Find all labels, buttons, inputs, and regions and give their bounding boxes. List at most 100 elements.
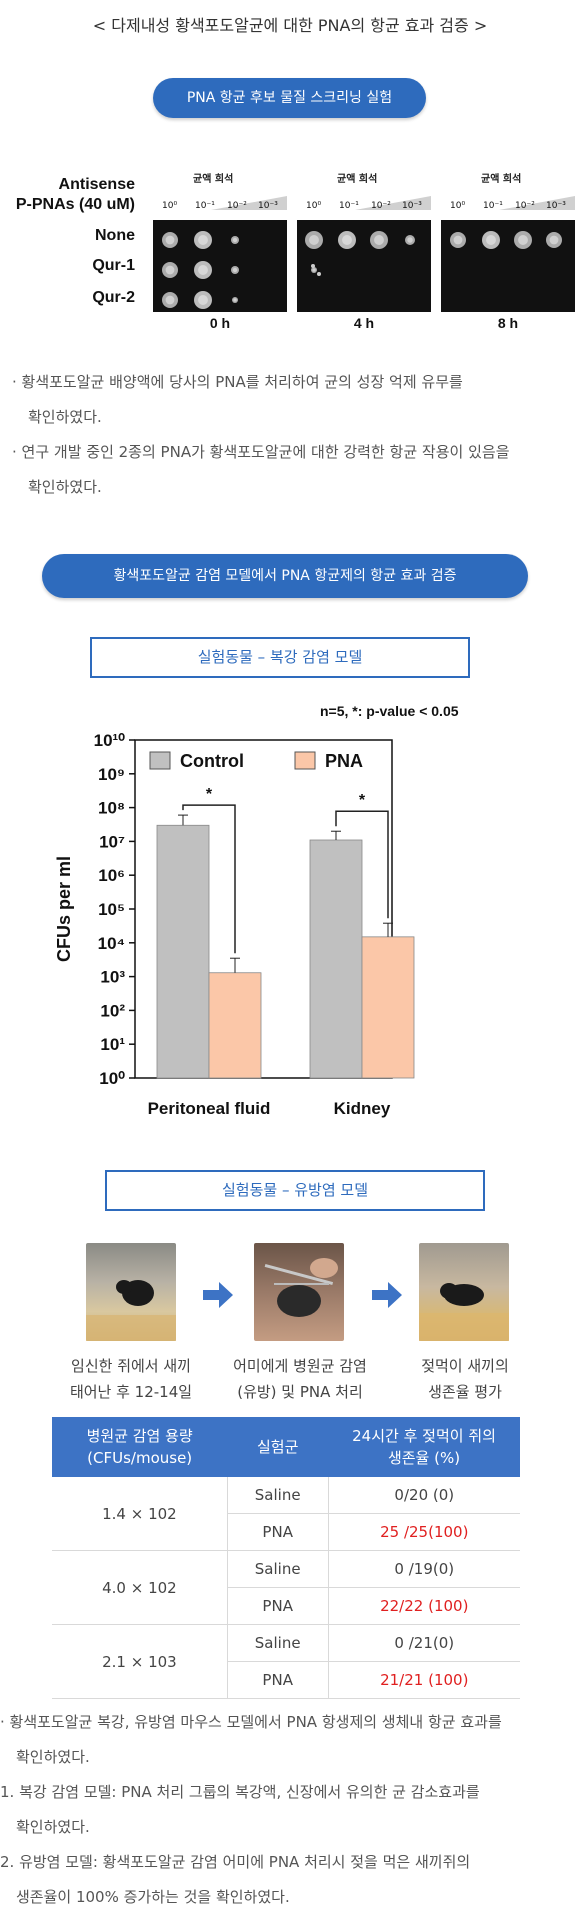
- step-caption: 젖먹이 새끼의 생존율 평가: [421, 1357, 509, 1401]
- dilution-label: 균액 희석: [481, 172, 521, 185]
- group-cell: Saline: [227, 1477, 329, 1514]
- legend-swatch: [149, 751, 171, 770]
- mastitis-model-title: 실험동물 – 유방염 모델: [105, 1170, 485, 1211]
- x-category-label: Kidney: [334, 1099, 391, 1118]
- colony-spot: [198, 295, 208, 305]
- colony-spot: [518, 235, 528, 245]
- colony-spot: [165, 235, 175, 245]
- colony-spot: [312, 268, 316, 272]
- y-tick-label: 10³: [100, 968, 125, 987]
- y-tick-label: 10¹⁰: [94, 731, 126, 750]
- dilution-tick: 10⁻³: [258, 201, 278, 211]
- colony-spot: [549, 235, 559, 245]
- dose-cell: 1.4 × 102: [52, 1477, 228, 1551]
- bar-control: [309, 839, 363, 1079]
- table-row: PNA 22/22 (100): [52, 1587, 520, 1625]
- colony-spot: [311, 264, 315, 268]
- colony-spot: [374, 235, 384, 245]
- x-category-label: Peritoneal fluid: [148, 1099, 271, 1118]
- dilution-tick: 10⁻²: [515, 201, 535, 211]
- stat-note: n=5, *: p-value < 0.05: [320, 703, 459, 719]
- abdominal-model-title: 실험동물 – 복강 감염 모델: [90, 637, 470, 678]
- y-tick-label: 10⁷: [99, 832, 125, 851]
- survival-cell: 21/21 (100): [328, 1661, 520, 1699]
- cfu-bar-chart: 10⁰ 10¹ 10² 10³ 10⁴ 10⁵ 10⁶ 10⁷ 10⁸ 10⁹ 10¹⁰ CFUs p…: [54, 731, 415, 1118]
- table-row: 4.0 × 102 Saline 0 /19(0): [52, 1550, 520, 1625]
- row-label-none: None: [95, 227, 135, 244]
- bullet-line: 확인하였다.: [28, 478, 102, 496]
- survival-cell: 0 /21(0): [328, 1624, 520, 1662]
- y-tick-label: 10²: [100, 1001, 125, 1020]
- bullet-line: · 황색포도알균 배양액에 당사의 PNA를 처리하여 균의 성장 억제 유무를: [12, 373, 463, 391]
- group-cell: PNA: [227, 1587, 329, 1625]
- y-tick-label: 10⁶: [98, 866, 125, 885]
- table-row: 2.1 × 103 Saline 0 /21(0): [52, 1624, 520, 1699]
- group-cell: Saline: [227, 1550, 329, 1588]
- timepoint-label: 8 h: [498, 315, 518, 331]
- infection-model-pill: 황색포도알균 감염 모델에서 PNA 항균제의 항균 효과 검증: [42, 554, 528, 598]
- colony-spot: [232, 267, 238, 273]
- dilution-tick: 10⁻¹: [195, 201, 215, 211]
- spot-plates-figure: 균액 희석 10⁰ 10⁻¹ 10⁻² 10⁻³ 0 h 균액 희석 10⁰ 10⁻¹ 10⁻² 1…: [153, 172, 575, 331]
- dilution-tick: 10⁻¹: [339, 201, 359, 211]
- bullet-line: · 황색포도알균 복강, 유방염 마우스 모델에서 PNA 항생제의 생체내 항…: [0, 1713, 502, 1731]
- photo-pregnant-mouse: [86, 1243, 176, 1341]
- dilution-tick: 10⁻¹: [483, 201, 503, 211]
- step-caption: 어미에게 병원균 감염 (유방) 및 PNA 처리: [233, 1357, 367, 1401]
- colony-spot: [232, 237, 238, 243]
- dilution-label: 균액 희석: [193, 172, 233, 185]
- colony-spot: [342, 235, 352, 245]
- antisense-label: Antisense P-PNAs (40 uM): [15, 176, 135, 213]
- dilution-wedge-icon: [355, 196, 431, 210]
- survival-cell: 0/20 (0): [328, 1477, 520, 1514]
- timepoint-label: 0 h: [210, 315, 230, 331]
- bullet-line: 확인하였다.: [28, 408, 102, 426]
- dilution-tick: 10⁻²: [227, 201, 247, 211]
- bar-control: [156, 824, 210, 1079]
- colony-spot: [198, 265, 208, 275]
- dilution-tick: 10⁻³: [402, 201, 422, 211]
- group-cell: PNA: [227, 1513, 329, 1551]
- screening-pill: PNA 항균 후보 물질 스크리닝 실험: [153, 78, 426, 118]
- bullet-line: 확인하였다.: [16, 1748, 90, 1766]
- dilution-tick: 10⁻²: [371, 201, 391, 211]
- colony-spot: [165, 295, 175, 305]
- y-tick-label: 10⁵: [98, 900, 125, 919]
- y-tick-label: 10⁹: [98, 765, 125, 784]
- colony-spot: [198, 235, 208, 245]
- arrow-right-icon: [372, 1282, 402, 1312]
- page-title: < 다제내성 황색포도알균에 대한 PNA의 항균 효과 검증 >: [92, 16, 488, 35]
- bullet-line: · 연구 개발 중인 2종의 PNA가 황색포도알균에 대한 강력한 항균 작용…: [12, 443, 510, 461]
- table-header: 실험군: [227, 1417, 329, 1477]
- colony-spot: [309, 235, 319, 245]
- bar-pna: [361, 936, 415, 1079]
- table-header: 24시간 후 젖먹이 쥐의 생존율 (%): [328, 1417, 520, 1477]
- dilution-tick: 10⁻³: [546, 201, 566, 211]
- dose-cell: 4.0 × 102: [52, 1550, 228, 1625]
- colony-spot: [317, 272, 321, 276]
- dilution-label: 균액 희석: [337, 172, 377, 185]
- table-row: PNA 21/21 (100): [52, 1661, 520, 1699]
- bullet-line: 1. 복강 감염 모델: PNA 처리 그룹의 복강액, 신장에서 유의한 균 …: [0, 1783, 480, 1801]
- dilution-wedge-icon: [211, 196, 287, 210]
- bullet-line: 생존율이 100% 증가하는 것을 확인하였다.: [16, 1888, 290, 1906]
- significance-star: *: [206, 786, 213, 803]
- timepoint-label: 4 h: [354, 315, 374, 331]
- dilution-tick: 10⁰: [306, 201, 321, 211]
- bullet-line: 확인하였다.: [16, 1818, 90, 1836]
- colony-spot: [233, 298, 237, 302]
- y-axis-label: CFUs per ml: [54, 856, 74, 962]
- dilution-tick: 10⁰: [450, 201, 465, 211]
- group-cell: Saline: [227, 1624, 329, 1662]
- survival-cell: 0 /19(0): [328, 1550, 520, 1588]
- legend-swatch: [294, 751, 316, 770]
- survival-cell: 22/22 (100): [328, 1587, 520, 1625]
- colony-spot: [486, 235, 496, 245]
- group-cell: PNA: [227, 1661, 329, 1699]
- section3-bullets: · 황색포도알균 복강, 유방염 마우스 모델에서 PNA 항생제의 생체내 항…: [0, 1705, 575, 1915]
- y-tick-label: 10⁴: [98, 934, 125, 953]
- survival-cell: 25 /25(100): [328, 1513, 520, 1551]
- step-caption: 임신한 쥐에서 새끼 태어난 후 12-14일: [69, 1357, 193, 1401]
- dilution-tick: 10⁰: [162, 201, 177, 211]
- y-tick-label: 10¹: [100, 1035, 125, 1054]
